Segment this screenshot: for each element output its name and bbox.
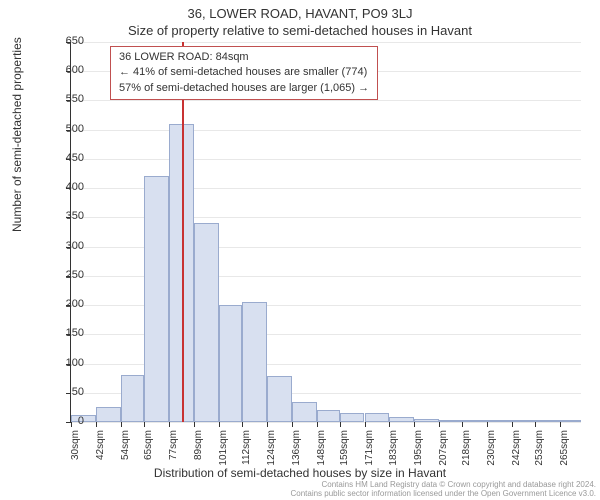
ytick-label: 250	[44, 269, 84, 281]
xtick-label: 230sqm	[486, 430, 497, 480]
chart-container: 36, LOWER ROAD, HAVANT, PO9 3LJ Size of …	[0, 0, 600, 500]
ytick-label: 200	[44, 298, 84, 310]
gridline	[71, 100, 581, 101]
xtick-label: 195sqm	[413, 430, 424, 480]
footer: Contains HM Land Registry data © Crown c…	[0, 480, 600, 499]
xtick-mark	[219, 422, 220, 427]
gridline	[71, 422, 581, 423]
xtick-label: 89sqm	[193, 430, 204, 480]
histogram-bar	[242, 302, 267, 422]
y-axis-label: Number of semi-detached properties	[10, 37, 24, 232]
ytick-label: 600	[44, 64, 84, 76]
xtick-label: 148sqm	[316, 430, 327, 480]
xtick-mark	[96, 422, 97, 427]
histogram-bar	[439, 420, 462, 422]
xtick-mark	[439, 422, 440, 427]
xtick-mark	[512, 422, 513, 427]
page-title: 36, LOWER ROAD, HAVANT, PO9 3LJ	[0, 0, 600, 21]
histogram-bar	[121, 375, 144, 422]
histogram-bar	[414, 419, 439, 422]
xtick-label: 65sqm	[143, 430, 154, 480]
xtick-mark	[169, 422, 170, 427]
xtick-label: 171sqm	[364, 430, 375, 480]
histogram-bar	[219, 305, 242, 422]
gridline	[71, 130, 581, 131]
ytick-label: 550	[44, 93, 84, 105]
histogram-bar	[487, 420, 512, 422]
xtick-label: 218sqm	[461, 430, 472, 480]
xtick-mark	[194, 422, 195, 427]
histogram-bar	[292, 402, 317, 422]
xtick-mark	[121, 422, 122, 427]
ytick-label: 650	[44, 35, 84, 47]
xtick-mark	[317, 422, 318, 427]
xtick-mark	[365, 422, 366, 427]
xtick-label: 207sqm	[438, 430, 449, 480]
histogram-bar	[535, 420, 560, 422]
xtick-mark	[389, 422, 390, 427]
chart-subtitle: Size of property relative to semi-detach…	[0, 21, 600, 38]
histogram-bar	[389, 417, 414, 422]
xtick-label: 42sqm	[95, 430, 106, 480]
histogram-bar	[194, 223, 219, 422]
xtick-mark	[560, 422, 561, 427]
footer-line-2: Contains public sector information licen…	[0, 489, 596, 499]
xtick-mark	[292, 422, 293, 427]
ytick-label: 300	[44, 240, 84, 252]
histogram-bar	[317, 410, 340, 422]
xtick-label: 265sqm	[559, 430, 570, 480]
xtick-label: 242sqm	[511, 430, 522, 480]
info-line-larger: 57% of semi-detached houses are larger (…	[119, 81, 369, 96]
ytick-label: 100	[44, 357, 84, 369]
histogram-bar	[96, 407, 121, 422]
xtick-mark	[242, 422, 243, 427]
xtick-mark	[535, 422, 536, 427]
xtick-label: 183sqm	[388, 430, 399, 480]
ytick-label: 150	[44, 327, 84, 339]
ytick-label: 450	[44, 152, 84, 164]
ytick-label: 400	[44, 181, 84, 193]
xtick-mark	[462, 422, 463, 427]
xtick-label: 54sqm	[120, 430, 131, 480]
histogram-bar	[169, 124, 194, 422]
info-line-property: 36 LOWER ROAD: 84sqm	[119, 50, 369, 65]
histogram-bar	[267, 376, 292, 422]
xtick-label: 124sqm	[266, 430, 277, 480]
xtick-label: 253sqm	[534, 430, 545, 480]
xtick-mark	[414, 422, 415, 427]
gridline	[71, 42, 581, 43]
xtick-label: 77sqm	[168, 430, 179, 480]
ytick-label: 0	[44, 415, 84, 427]
histogram-bar	[340, 413, 365, 422]
xtick-mark	[144, 422, 145, 427]
info-line-smaller: ← 41% of semi-detached houses are smalle…	[119, 65, 369, 80]
ytick-label: 500	[44, 123, 84, 135]
histogram-bar	[560, 420, 581, 422]
ytick-label: 50	[44, 386, 84, 398]
xtick-mark	[340, 422, 341, 427]
xtick-label: 136sqm	[291, 430, 302, 480]
xtick-mark	[267, 422, 268, 427]
ytick-label: 350	[44, 210, 84, 222]
xtick-label: 159sqm	[339, 430, 350, 480]
histogram-bar	[365, 413, 390, 422]
info-box: 36 LOWER ROAD: 84sqm ← 41% of semi-detac…	[110, 46, 378, 100]
histogram-bar	[512, 420, 535, 422]
xtick-label: 101sqm	[218, 430, 229, 480]
footer-line-1: Contains HM Land Registry data © Crown c…	[0, 480, 596, 490]
histogram-bar	[144, 176, 169, 422]
xtick-mark	[487, 422, 488, 427]
xtick-label: 30sqm	[70, 430, 81, 480]
histogram-bar	[462, 420, 487, 422]
gridline	[71, 159, 581, 160]
xtick-label: 112sqm	[241, 430, 252, 480]
